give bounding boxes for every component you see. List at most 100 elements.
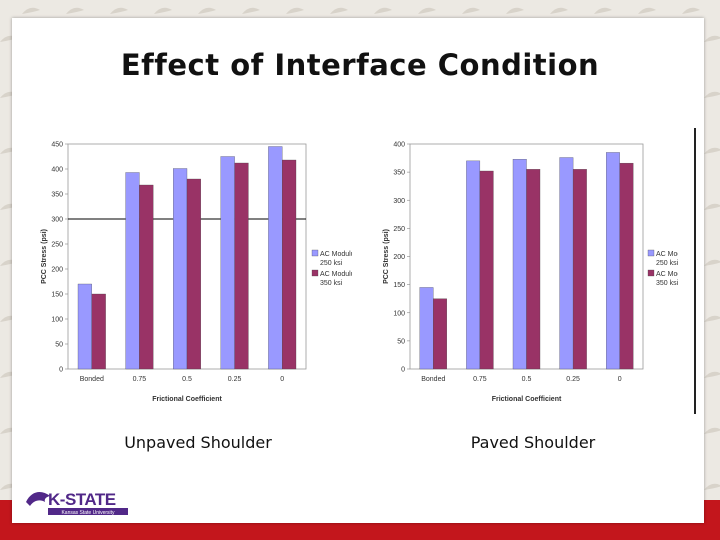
pattern-mark [66, 7, 84, 14]
pattern-mark [704, 91, 720, 98]
y-tick-label: 50 [55, 342, 63, 349]
x-tick-label: 0 [280, 376, 284, 383]
legend-swatch [647, 269, 655, 277]
pattern-mark [638, 7, 656, 14]
bar [220, 156, 235, 370]
y-tick-label: 0 [59, 367, 63, 374]
x-tick-label: 0.5 [182, 376, 192, 383]
y-tick-label: 150 [51, 292, 63, 299]
y-tick-label: 350 [51, 192, 63, 199]
y-tick-label: 400 [51, 167, 63, 174]
chart-unpaved-shoulder: 0 50 100 150 200 250 300 350 400 450 Bonded 0.75 0.5… [41, 142, 352, 404]
logo-underline [48, 508, 128, 515]
caption-paved-shoulder: Paved Shoulder [470, 433, 596, 452]
pattern-mark [704, 35, 720, 42]
bar [606, 152, 620, 370]
x-tick-label: Bonded [421, 376, 445, 383]
pattern-mark [22, 7, 40, 14]
y-axis-title: PCC Stress (psi) [383, 229, 390, 284]
logo-subtext: Kansas State University [61, 510, 115, 516]
pattern-mark [418, 7, 436, 14]
y-tick-label: 50 [397, 338, 405, 345]
pattern-mark [330, 7, 348, 14]
bar [282, 159, 297, 370]
bar [125, 172, 140, 370]
x-tick-label: 0.25 [228, 376, 242, 383]
legend-label: 350 ksi [320, 280, 343, 287]
y-tick-label: 0 [401, 367, 405, 374]
y-axis-title: PCC Stress (psi) [41, 229, 48, 284]
pattern-mark [462, 7, 480, 14]
pattern-mark [154, 7, 172, 14]
y-tick-label: 250 [51, 242, 63, 249]
y-tick-label: 300 [51, 217, 63, 224]
y-tick-label: 250 [393, 226, 405, 233]
x-axis-title: Frictional Coefficient [492, 396, 562, 403]
legend-label: 350 ksi [656, 280, 678, 287]
kstate-logo: K-STATE Kansas State University [26, 490, 128, 516]
x-tick-label: 0.25 [566, 376, 580, 383]
bar [466, 160, 481, 370]
pattern-mark [374, 7, 392, 14]
bar [268, 146, 283, 370]
legend-label: 250 ksi [656, 260, 678, 267]
bar [512, 159, 527, 370]
pattern-mark [704, 483, 720, 490]
y-tick-label: 100 [393, 310, 405, 317]
bar [433, 298, 447, 370]
pattern-mark [110, 7, 128, 14]
pattern-mark [704, 203, 720, 210]
bar [619, 162, 634, 370]
caption-unpaved-shoulder: Unpaved Shoulder [124, 433, 272, 452]
slide-title: Effect of Interface Condition [120, 48, 600, 82]
x-tick-label: 0 [618, 376, 622, 383]
y-tick-label: 200 [393, 254, 405, 261]
y-tick-label: 350 [393, 170, 405, 177]
bar [186, 178, 201, 370]
logo-text: K-STATE [48, 490, 116, 509]
chart-paved-shoulder: 0 50 100 150 200 250 300 350 400 Bonded 0.75 0.5 0.2… [383, 142, 678, 404]
bar [572, 169, 587, 370]
divider-line [694, 128, 696, 414]
pattern-mark [242, 7, 260, 14]
pattern-mark [704, 427, 720, 434]
bar [479, 170, 494, 370]
y-tick-label: 450 [51, 142, 63, 149]
legend-label: AC Modulus [656, 271, 678, 278]
bar [173, 168, 188, 370]
bar [526, 169, 541, 370]
pattern-mark [286, 7, 304, 14]
y-tick-label: 400 [393, 142, 405, 149]
pattern-mark [594, 7, 612, 14]
pattern-mark [550, 7, 568, 14]
pattern-mark [704, 259, 720, 266]
legend-label: AC Modulus [656, 251, 678, 258]
legend-label: AC Modulus [320, 271, 352, 278]
y-tick-label: 150 [393, 282, 405, 289]
x-tick-label: 0.75 [473, 376, 487, 383]
y-tick-label: 200 [51, 267, 63, 274]
wildcat-icon [26, 492, 50, 506]
pattern-mark [704, 371, 720, 378]
legend-label: AC Modulus [320, 251, 352, 258]
bar [91, 293, 106, 370]
y-tick-label: 300 [393, 198, 405, 205]
legend-swatch [647, 249, 655, 257]
x-axis-title: Frictional Coefficient [152, 396, 222, 403]
pattern-mark [704, 315, 720, 322]
x-tick-label: 0.5 [522, 376, 532, 383]
bar [139, 184, 154, 370]
x-tick-label: Bonded [80, 376, 104, 383]
bar [419, 287, 434, 370]
y-tick-label: 100 [51, 317, 63, 324]
bar [559, 157, 574, 370]
legend-swatch [311, 249, 319, 257]
pattern-mark [704, 147, 720, 154]
bar [77, 283, 92, 370]
legend-swatch [311, 269, 319, 277]
pattern-mark [682, 7, 700, 14]
x-tick-label: 0.75 [133, 376, 147, 383]
pattern-mark [198, 7, 216, 14]
legend-label: 250 ksi [320, 260, 343, 267]
pattern-mark [506, 7, 524, 14]
